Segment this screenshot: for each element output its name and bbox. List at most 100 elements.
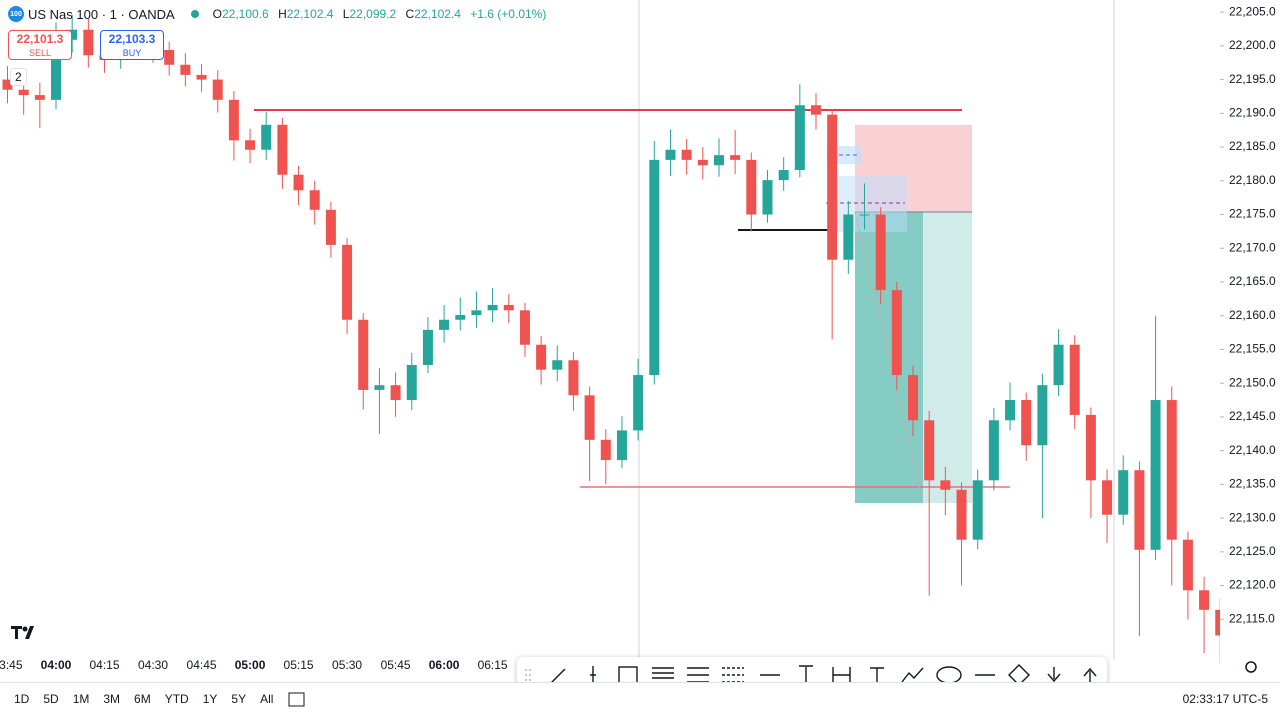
h-value: 22,102.4 bbox=[286, 7, 334, 21]
drag-handle[interactable] bbox=[525, 669, 531, 681]
candle-body bbox=[228, 99, 239, 141]
target-zone[interactable] bbox=[855, 212, 972, 503]
c-label: C bbox=[405, 7, 415, 21]
y-tick-label: 22,190.0 bbox=[1229, 106, 1276, 120]
x-tick-label: 05:15 bbox=[284, 658, 314, 672]
indicator-toggle[interactable]: 2 bbox=[10, 68, 27, 86]
o-label: O bbox=[212, 7, 222, 21]
candle-body bbox=[245, 140, 256, 150]
y-tick-label: 22,170.0 bbox=[1229, 240, 1276, 254]
candle-body bbox=[358, 319, 369, 390]
sell-label: SELL bbox=[28, 48, 52, 58]
vertical-line-tool[interactable] bbox=[590, 666, 596, 684]
y-tick-label: 22,185.0 bbox=[1229, 139, 1276, 153]
date-range-tool[interactable] bbox=[832, 667, 851, 683]
parallel-tool[interactable] bbox=[722, 667, 744, 683]
sell-button[interactable]: 22,101.3 SELL bbox=[8, 30, 72, 60]
candle-body bbox=[1037, 385, 1048, 446]
text-tool[interactable] bbox=[870, 667, 884, 684]
candle-body bbox=[1053, 344, 1064, 386]
candle-body bbox=[778, 170, 789, 181]
timeframe[interactable]: 5Y bbox=[231, 692, 247, 706]
x-tick-label: 06:15 bbox=[478, 658, 508, 672]
y-tick-label: 22,180.0 bbox=[1229, 173, 1276, 187]
candle-body bbox=[584, 395, 595, 440]
logo-dot bbox=[22, 626, 28, 632]
candle-body bbox=[1005, 400, 1016, 421]
candle-body bbox=[633, 375, 644, 431]
fib-tool[interactable] bbox=[652, 667, 674, 684]
y-tick-label: 22,165.0 bbox=[1229, 274, 1276, 288]
symbol-name[interactable]: US Nas 100 · 1 · OANDA bbox=[28, 6, 175, 22]
candle-body bbox=[681, 149, 692, 160]
price-axis bbox=[1220, 0, 1280, 682]
candle-body bbox=[568, 360, 579, 396]
candle-body bbox=[536, 344, 547, 370]
arrow-up-tool[interactable] bbox=[1083, 667, 1097, 683]
candle-body bbox=[1199, 590, 1210, 610]
y-tick-label: 22,205.0 bbox=[1229, 4, 1276, 18]
candle-body bbox=[487, 304, 498, 311]
l-value: 22,099.2 bbox=[349, 7, 397, 21]
candle-body bbox=[519, 310, 530, 345]
timeframe[interactable]: 3M bbox=[103, 692, 121, 706]
l-label: L bbox=[342, 7, 350, 21]
candle-body bbox=[455, 315, 466, 320]
y-tick-label: 22,140.0 bbox=[1229, 443, 1276, 457]
candle-body bbox=[1166, 400, 1177, 540]
x-tick-label: 03:45 bbox=[0, 658, 23, 672]
candle-body bbox=[713, 155, 724, 166]
ellipse-tool[interactable] bbox=[936, 666, 962, 684]
candle-body bbox=[972, 480, 983, 540]
symbol-header: 100 US Nas 100 · 1 · OANDA O22,100.6 H22… bbox=[8, 6, 552, 22]
candle-body bbox=[439, 319, 450, 330]
goto-date[interactable] bbox=[287, 690, 307, 708]
x-tick-label: 04:00 bbox=[41, 658, 72, 672]
sell-price: 22,101.3 bbox=[16, 32, 64, 46]
candle-body bbox=[34, 95, 45, 100]
candle-body bbox=[83, 29, 94, 56]
candle-body bbox=[374, 385, 385, 390]
arrow-down-tool[interactable] bbox=[1047, 667, 1061, 683]
timeframe[interactable]: 1M bbox=[72, 692, 90, 706]
candle-body bbox=[1102, 480, 1113, 515]
candle-body bbox=[891, 290, 902, 376]
timeframe[interactable]: YTD bbox=[164, 692, 189, 706]
candle-body bbox=[616, 430, 627, 461]
candle-body bbox=[342, 244, 353, 320]
symbol-logo: 100 bbox=[8, 6, 24, 22]
candle-body bbox=[390, 385, 401, 401]
candle-body bbox=[1182, 539, 1193, 591]
candle-body bbox=[1150, 400, 1161, 550]
y-tick-label: 22,125.0 bbox=[1229, 544, 1276, 558]
settings-icon[interactable] bbox=[1245, 661, 1257, 673]
buy-button[interactable]: 22,103.3 BUY bbox=[100, 30, 164, 60]
timeframe[interactable]: 1Y bbox=[202, 692, 218, 706]
path-tool[interactable] bbox=[901, 667, 924, 683]
calendar-icon bbox=[288, 692, 305, 707]
timeframe[interactable]: All bbox=[260, 692, 274, 706]
clock: 02:33:17 UTC-5 bbox=[1182, 692, 1268, 706]
rectangle-tool[interactable] bbox=[618, 666, 638, 684]
x-tick-label: 06:00 bbox=[429, 658, 460, 672]
candle-body bbox=[164, 49, 175, 65]
x-tick-label: 05:45 bbox=[381, 658, 411, 672]
timeframe[interactable]: 6M bbox=[134, 692, 151, 706]
candle-body bbox=[746, 159, 757, 215]
chart: 22,205.0 22,200.0 22,195.0 22,190.0 22,185.0… bbox=[0, 0, 1280, 682]
candle-body bbox=[956, 489, 967, 540]
bottom-bar: 1D 5D 1M 3M 6M YTD 1Y 5Y All 02:33:17 UTC-5 bbox=[0, 682, 1280, 715]
candle-body bbox=[212, 79, 223, 100]
candle-body bbox=[730, 155, 741, 160]
timeframe[interactable]: 1D bbox=[14, 692, 30, 706]
candle-body bbox=[422, 329, 433, 365]
channel-tool[interactable] bbox=[687, 667, 709, 683]
candle-body bbox=[325, 209, 336, 245]
tv-logo bbox=[11, 626, 34, 639]
candle-body bbox=[843, 214, 854, 260]
timeframe[interactable]: 5D bbox=[43, 692, 59, 706]
candle-body bbox=[180, 64, 191, 75]
buy-price: 22,103.3 bbox=[108, 32, 156, 46]
y-tick-label: 22,135.0 bbox=[1229, 477, 1276, 491]
o-value: 22,100.6 bbox=[222, 7, 269, 21]
